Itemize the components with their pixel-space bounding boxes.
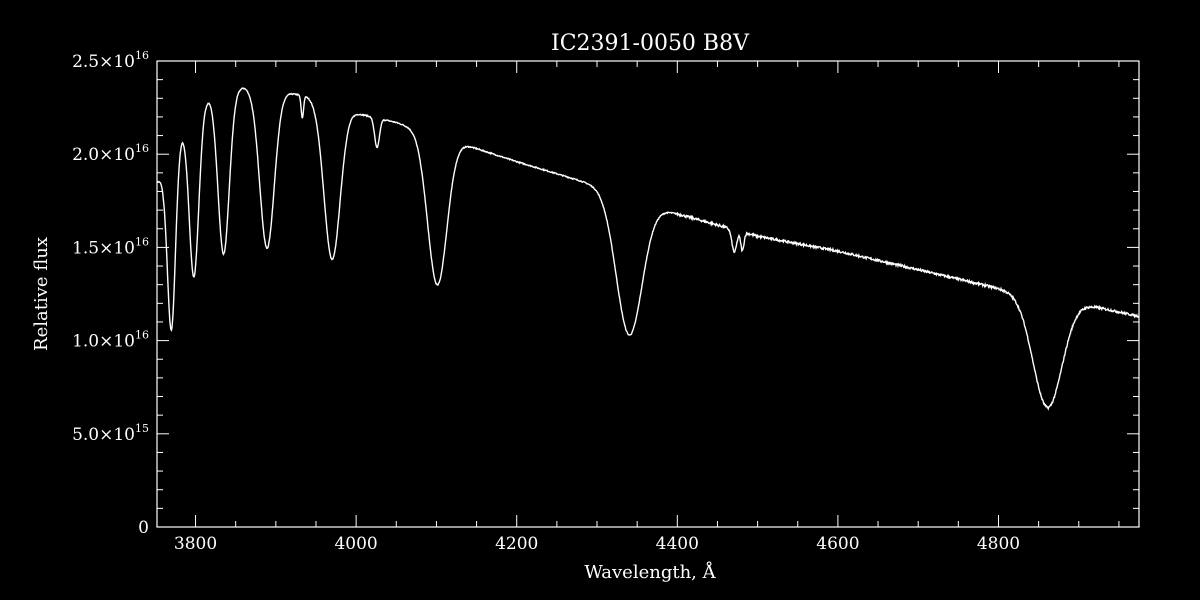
y-tick-label: 2.0×1016 — [72, 142, 149, 165]
chart-title: IC2391-0050 B8V — [551, 31, 750, 56]
x-axis-title: Wavelength, Å — [584, 561, 716, 583]
x-tick-label: 4000 — [334, 534, 377, 554]
y-axis-title: Relative flux — [31, 237, 52, 351]
y-tick-labels: 0 5.0×1015 1.0×1016 1.5×1016 2.0×1016 2.5×101… — [72, 49, 149, 538]
x-tick-label: 4800 — [977, 534, 1020, 554]
spectrum-series-line — [156, 87, 1140, 411]
y-tick-label: 0 — [138, 518, 149, 538]
x-tick-label: 4200 — [495, 534, 538, 554]
plot-frame — [156, 60, 1140, 528]
x-tick-label: 4400 — [656, 534, 699, 554]
x-tick-label: 3800 — [174, 534, 217, 554]
x-tick-label: 4600 — [816, 534, 859, 554]
y-tick-label: 1.5×1016 — [72, 235, 149, 258]
y-tick-label: 2.5×1016 — [72, 49, 149, 72]
y-tick-label: 5.0×1015 — [72, 422, 149, 445]
axis-ticks — [157, 60, 1139, 528]
x-tick-labels: 3800 4000 4200 4400 4600 4800 — [174, 534, 1020, 554]
y-tick-label: 1.0×1016 — [72, 329, 149, 352]
